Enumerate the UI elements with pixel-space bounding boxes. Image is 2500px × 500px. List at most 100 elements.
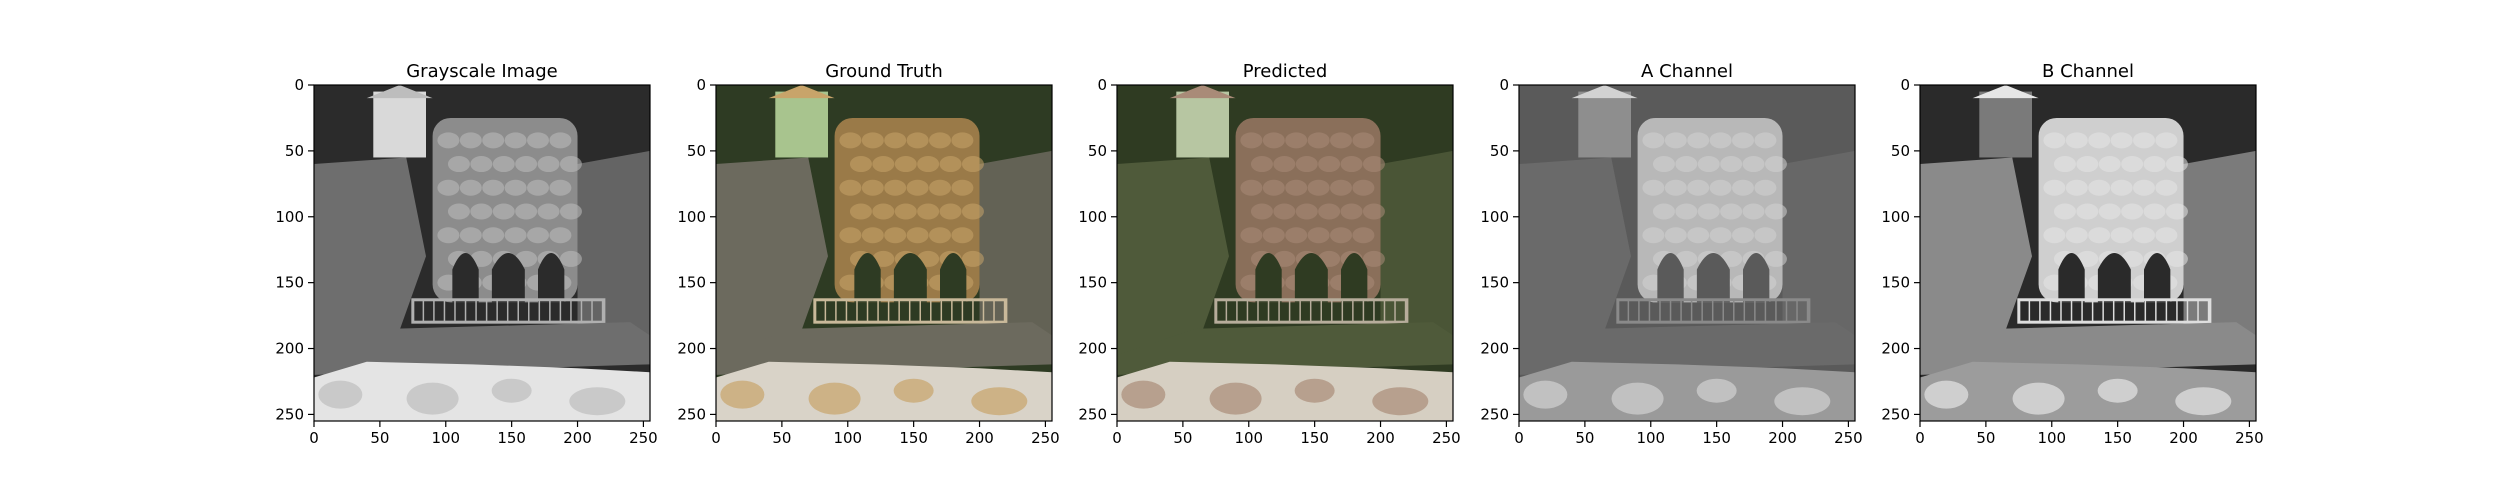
- ledge-region: [716, 322, 1052, 375]
- y-tick-label: 0: [1097, 76, 1107, 94]
- stone: [2121, 156, 2144, 173]
- y-tick-label: 50: [285, 142, 304, 160]
- boulder: [569, 387, 626, 416]
- boulder-region: [1519, 361, 1855, 421]
- ground-truth-panel: Ground Truth 0 50 100 150 200 250 0 50 100 150 200 2…: [677, 61, 1059, 447]
- stone: [906, 179, 929, 196]
- predicted-panel: Predicted 0 50 100 150 200 250 0 50 100 150 200 250: [1078, 61, 1460, 447]
- stone: [1732, 227, 1754, 244]
- stone: [1330, 227, 1352, 244]
- stone: [1318, 156, 1341, 173]
- stone: [872, 156, 895, 173]
- stone: [1754, 227, 1777, 244]
- b-channel-title: B Channel: [2042, 61, 2134, 82]
- y-tick-label: 100: [1881, 208, 1910, 226]
- stone: [1352, 227, 1375, 244]
- stone: [1262, 179, 1285, 196]
- stone: [2053, 156, 2076, 173]
- stone: [492, 203, 515, 220]
- stone: [1285, 227, 1308, 244]
- stone: [1642, 227, 1665, 244]
- stone: [1250, 203, 1273, 220]
- stone: [929, 179, 951, 196]
- arch-opening: [1696, 253, 1730, 303]
- building-region: [373, 91, 426, 158]
- b-channel-panel: B Channel 0 50 100 150 200 250 0 50 100 150 200 250: [1881, 61, 2263, 447]
- stone: [894, 156, 917, 173]
- ledge-region: [1920, 322, 2256, 375]
- stone: [559, 156, 582, 173]
- building-roof: [366, 85, 433, 99]
- x-tick-label: 150: [1300, 429, 1329, 447]
- cliff-region: [1920, 157, 2032, 369]
- stone: [1720, 203, 1743, 220]
- stone: [884, 132, 907, 149]
- stone: [482, 227, 505, 244]
- stone: [1754, 179, 1777, 196]
- stone: [1240, 179, 1263, 196]
- stone: [1675, 156, 1698, 173]
- stone: [2043, 227, 2066, 244]
- stone: [939, 156, 962, 173]
- ground-truth-axes-frame: [715, 84, 1053, 422]
- x-tick-label: 250: [629, 429, 658, 447]
- rock-wall-region: [577, 150, 650, 349]
- y-tick-label: 150: [1078, 274, 1107, 292]
- boulder: [1696, 378, 1737, 403]
- boulder-region: [1920, 361, 2256, 421]
- boulder: [406, 382, 459, 415]
- stone: [1720, 156, 1743, 173]
- stone: [437, 179, 460, 196]
- stone: [515, 203, 538, 220]
- y-tick-label: 100: [677, 208, 706, 226]
- stone: [1764, 203, 1787, 220]
- stone: [1285, 179, 1308, 196]
- y-tick-label: 150: [275, 274, 304, 292]
- y-tick-label: 150: [1480, 274, 1509, 292]
- cliff-region: [314, 157, 426, 369]
- stone: [1295, 156, 1318, 173]
- arch-opening: [1255, 253, 1282, 303]
- stone: [1273, 203, 1296, 220]
- building-roof: [1972, 85, 2039, 99]
- cliff-region: [1519, 157, 1631, 369]
- cliff-region: [716, 157, 828, 369]
- a-channel-image: [1519, 85, 1855, 421]
- stone: [2076, 250, 2099, 267]
- arch-opening: [2097, 253, 2131, 303]
- stone: [2110, 227, 2133, 244]
- building-region: [1578, 91, 1631, 158]
- stone: [2165, 156, 2188, 173]
- x-tick-label: 250: [1432, 429, 1461, 447]
- y-tick-label: 50: [687, 142, 706, 160]
- stone: [470, 250, 493, 267]
- stone: [1330, 132, 1352, 149]
- stone: [1664, 132, 1687, 149]
- stone: [2098, 203, 2121, 220]
- building-region: [1176, 91, 1229, 158]
- stone: [527, 132, 549, 149]
- stone: [1675, 203, 1698, 220]
- stone: [527, 179, 549, 196]
- boulder: [1611, 382, 1664, 415]
- building-region: [1979, 91, 2032, 158]
- y-tick-label: 0: [294, 76, 304, 94]
- stone: [839, 132, 862, 149]
- arch-opening: [1294, 253, 1328, 303]
- boulder: [1924, 380, 1969, 409]
- stone: [1273, 250, 1296, 267]
- grayscale-image-title: Grayscale Image: [406, 61, 558, 82]
- stone: [1240, 227, 1263, 244]
- stone: [861, 179, 884, 196]
- boulder: [1121, 380, 1166, 409]
- arch-opening: [538, 253, 565, 303]
- stone: [1295, 203, 1318, 220]
- stone: [917, 156, 940, 173]
- x-tick-label: 100: [431, 429, 460, 447]
- arch-opening: [893, 253, 927, 303]
- y-tick-label: 0: [1499, 76, 1509, 94]
- stone: [559, 203, 582, 220]
- stone: [504, 132, 527, 149]
- stone: [884, 179, 907, 196]
- stone: [1307, 179, 1330, 196]
